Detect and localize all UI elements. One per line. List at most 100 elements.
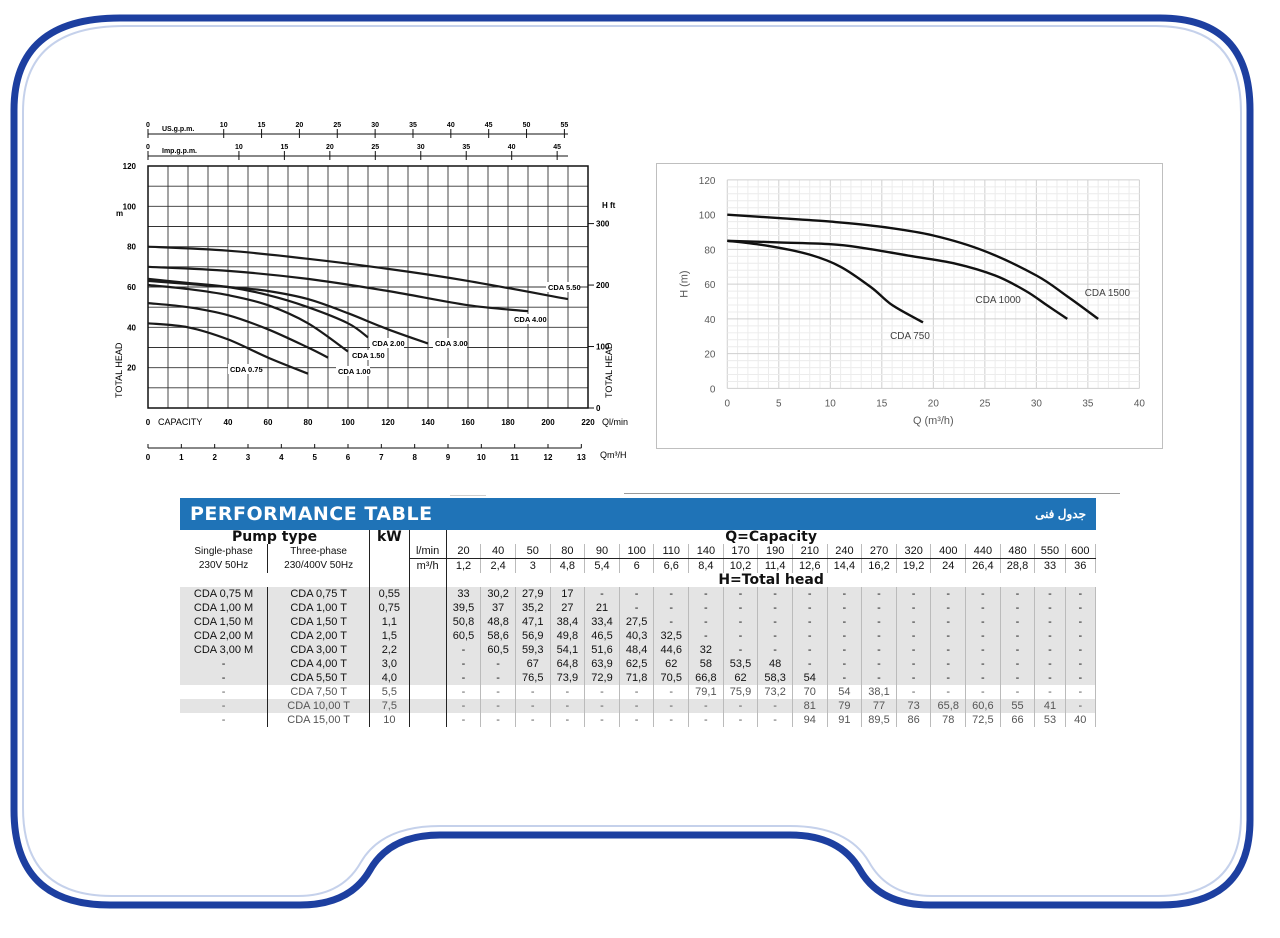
head-value: - xyxy=(723,629,759,643)
single-phase-model: - xyxy=(180,699,268,713)
head-value: 62,5 xyxy=(619,657,655,671)
series-label-bg xyxy=(336,366,370,376)
lmin-value: 40 xyxy=(480,544,516,559)
head-value: 79,1 xyxy=(688,685,724,699)
m3h-value: 2,4 xyxy=(480,558,516,573)
table-head-row: H=Total head xyxy=(180,573,1096,587)
performance-table: PERFORMANCE TABLE جدول فنی Pump type kW Q=… xyxy=(180,498,1097,727)
table-header-bar: PERFORMANCE TABLE جدول فنی xyxy=(180,498,1096,530)
head-value: - xyxy=(688,615,724,629)
cda-curves-chart: 0 5 10 15 20 25 30 35 40 0 20 40 60 80 100 120 Q (m³/h) H… xyxy=(656,163,1163,449)
head-value: 71,8 xyxy=(619,671,655,685)
m3h-value: 33 xyxy=(1034,558,1066,573)
x2-tick-label: 5 xyxy=(312,453,317,462)
unit-lmin-label: l/min xyxy=(408,544,447,559)
head-value: - xyxy=(619,713,655,727)
series-label: CDA 1000 xyxy=(976,295,1022,306)
table-row: CDA 1,50 M CDA 1,50 T 1,1 50,8 48,8 47,1 38,4 3… xyxy=(180,615,1097,629)
head-value: 66 xyxy=(1000,713,1036,727)
curve-cda-5-50 xyxy=(147,245,569,301)
head-value: - xyxy=(1000,657,1036,671)
head-value: - xyxy=(653,713,690,727)
head-value: - xyxy=(1034,601,1066,615)
y-tick-label: 80 xyxy=(127,243,136,252)
head-value: 33 xyxy=(445,587,482,601)
top-axis-tick-label: 35 xyxy=(409,122,417,129)
y-tick-label: 60 xyxy=(704,280,716,291)
head-value: 60,5 xyxy=(445,629,482,643)
head-value: - xyxy=(1000,629,1036,643)
head-value: - xyxy=(965,643,1001,657)
top-axis-tick-label: 10 xyxy=(220,122,228,129)
head-value: - xyxy=(896,629,932,643)
total-head-header: H=Total head xyxy=(445,573,1096,587)
x-tick-label: 20 xyxy=(928,398,940,409)
head-value: - xyxy=(896,615,932,629)
table-head-row: Pump type kW Q=Capacity xyxy=(180,530,1096,544)
y2-tick-label: 0 xyxy=(596,404,601,413)
head-value: 58 xyxy=(688,657,724,671)
head-value: 51,6 xyxy=(584,643,620,657)
head-value: - xyxy=(757,699,793,713)
curve-cda-1500 xyxy=(727,213,1099,320)
m3h-value: 6 xyxy=(619,558,655,573)
head-value: - xyxy=(723,615,759,629)
lmin-value: 140 xyxy=(688,544,724,559)
head-value: - xyxy=(965,629,1001,643)
head-value: 39,5 xyxy=(445,601,482,615)
m3h-value: 5,4 xyxy=(584,558,620,573)
head-value: 66,8 xyxy=(688,671,724,685)
table-row: - CDA 5,50 T 4,0- -76,5 73,9 72,9 71,8 70,5 66,8… xyxy=(180,671,1097,685)
power-kw: 1,1 xyxy=(369,615,410,629)
head-value: - xyxy=(792,601,828,615)
y-tick-label: 120 xyxy=(699,176,716,187)
head-value: - xyxy=(550,713,586,727)
head-value: - xyxy=(1034,615,1066,629)
table-row: CDA 1,00 M CDA 1,00 T 0,75 39,5 37 35,2 27 21- -… xyxy=(180,601,1097,615)
head-value: - xyxy=(480,657,516,671)
power-kw: 7,5 xyxy=(369,699,410,713)
head-value: 94 xyxy=(792,713,828,727)
lmin-value: 550 xyxy=(1034,544,1066,559)
head-value: 73,2 xyxy=(757,685,793,699)
x2-tick-label: 11 xyxy=(510,453,519,462)
head-value: 79 xyxy=(827,699,863,713)
x-tick-label: 35 xyxy=(1082,398,1094,409)
table-title: PERFORMANCE TABLE xyxy=(190,503,433,525)
series-label-bg xyxy=(228,364,262,374)
table-row: - CDA 4,00 T 3,0- -67 64,8 63,9 62,5 62 58 53,5 48… xyxy=(180,657,1097,671)
head-value: - xyxy=(757,587,793,601)
head-value: - xyxy=(445,657,482,671)
head-value: - xyxy=(480,699,516,713)
head-value: 67 xyxy=(515,657,551,671)
lmin-value: 320 xyxy=(896,544,932,559)
top-axis-tick-label: 50 xyxy=(523,122,531,129)
series-label: CDA 750 xyxy=(890,331,930,342)
head-value: 50,8 xyxy=(445,615,482,629)
head-value: 38,4 xyxy=(550,615,586,629)
series-label-bg xyxy=(370,338,404,348)
head-value: 53,5 xyxy=(723,657,759,671)
head-value: - xyxy=(445,713,482,727)
head-value: - xyxy=(930,601,967,615)
power-kw: 1,5 xyxy=(369,629,410,643)
head-value: - xyxy=(1000,643,1036,657)
head-value: - xyxy=(930,657,967,671)
plot-frame xyxy=(147,165,589,409)
head-value: - xyxy=(480,685,516,699)
head-value: - xyxy=(827,657,863,671)
single-phase-model: - xyxy=(180,671,268,685)
head-value: - xyxy=(757,643,793,657)
x2-tick-label: 1 xyxy=(179,453,184,462)
single-phase-label: Single-phase xyxy=(194,545,253,557)
head-value: - xyxy=(930,587,967,601)
table-row: - CDA 7,50 T 5,5- - - - - - -79,1 75,9 73,2 70 54 38,… xyxy=(180,685,1097,699)
unit-spacer xyxy=(408,643,447,657)
three-phase-model: CDA 2,00 T xyxy=(267,629,370,643)
y-tick-label: 40 xyxy=(127,323,136,332)
head-value: - xyxy=(550,699,586,713)
head-value: - xyxy=(688,713,724,727)
head-value: - xyxy=(861,615,897,629)
m3h-value: 24 xyxy=(930,558,967,573)
head-value: - xyxy=(1000,615,1036,629)
